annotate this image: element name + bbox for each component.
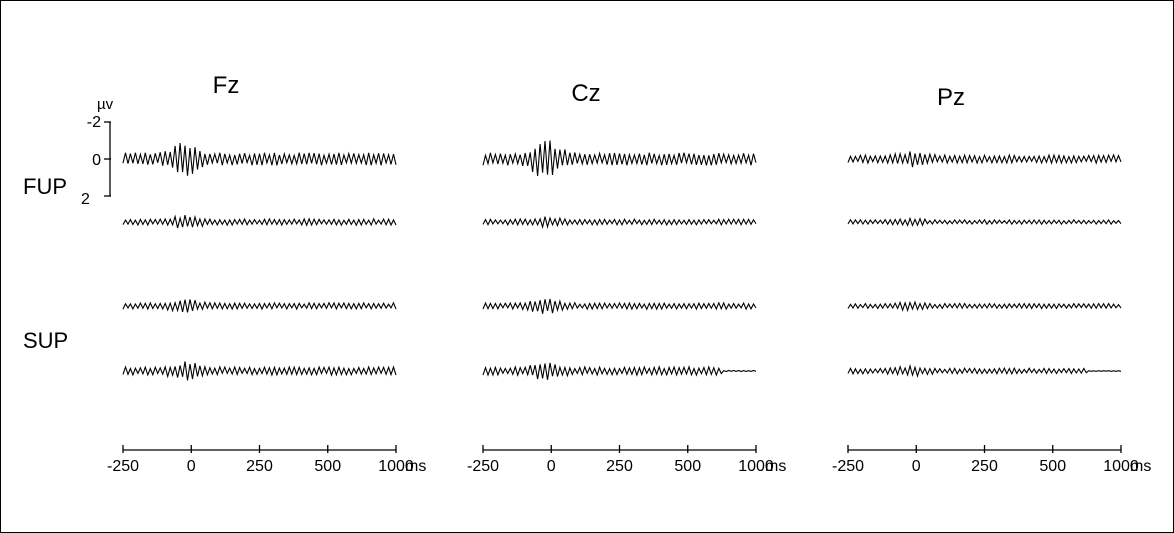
x-tick-label: 500 (314, 458, 341, 475)
waveform-fz-sup-1 (122, 299, 397, 313)
x-tick-label: 1000 (378, 458, 414, 475)
waveform-cz-fup2-1 (482, 140, 757, 176)
waveform-cz-sup-1 (482, 298, 757, 314)
waveform-cz-sup-2 (482, 362, 757, 380)
waveform-pz-fup2-2 (847, 216, 1122, 227)
waveform-fz-fup2-2 (122, 214, 397, 229)
waveform-fz-fup2-1 (122, 143, 397, 176)
x-axis-unit: ms (1130, 458, 1151, 475)
waveform-fz-sup-2 (122, 361, 397, 381)
waveform-pz-sup-1 (847, 300, 1122, 313)
row-label-sup: SUP (23, 328, 68, 353)
x-tick-label: 1000 (738, 458, 774, 475)
electrode-title-cz: Cz (571, 80, 600, 107)
waveform-pz-sup-2 (847, 363, 1122, 379)
y-scale-unit: µv (97, 96, 114, 113)
x-tick-label: 1000 (1103, 458, 1139, 475)
row-label-fup-subscript: 2 (81, 191, 90, 208)
x-tick-label: -250 (107, 458, 139, 475)
row-label-fup: FUP (23, 174, 67, 199)
x-tick-label: 500 (1039, 458, 1066, 475)
x-axis-unit: ms (405, 458, 426, 475)
y-scale-top-label: -2 (87, 114, 101, 131)
waveform-cz-fup2-2 (482, 216, 757, 230)
x-tick-label: 250 (971, 458, 998, 475)
x-tick-label: 250 (606, 458, 633, 475)
x-tick-label: 0 (547, 458, 556, 475)
x-tick-label: 250 (246, 458, 273, 475)
x-axis-unit: ms (765, 458, 786, 475)
electrode-title-fz: Fz (213, 72, 240, 99)
x-tick-label: 500 (674, 458, 701, 475)
waveform-pz-fup2-1 (847, 151, 1122, 168)
x-tick-label: -250 (467, 458, 499, 475)
electrode-title-pz: Pz (937, 84, 965, 111)
x-tick-label: -250 (832, 458, 864, 475)
x-tick-label: 0 (187, 458, 196, 475)
x-tick-label: 0 (912, 458, 921, 475)
y-scale-mid-label: 0 (92, 152, 101, 169)
